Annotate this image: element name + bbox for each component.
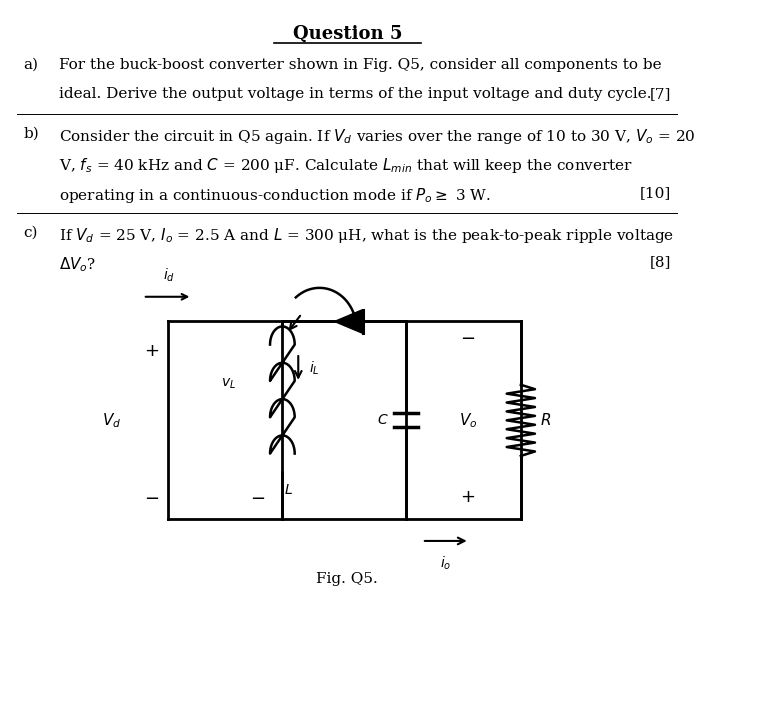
Text: $C$: $C$ [377, 413, 388, 428]
Text: $v_L$: $v_L$ [221, 377, 236, 391]
Text: $R$: $R$ [540, 412, 552, 428]
Text: $-$: $-$ [144, 489, 159, 507]
Text: $-$: $-$ [250, 489, 265, 507]
Text: Fig. Q5.: Fig. Q5. [316, 571, 378, 586]
Text: $+$: $+$ [460, 489, 476, 507]
Text: Consider the circuit in Q5 again. If $V_d$ varies over the range of 10 to 30 V, : Consider the circuit in Q5 again. If $V_… [59, 127, 695, 146]
Text: operating in a continuous-conduction mode if $P_o \geq$ 3 W.: operating in a continuous-conduction mod… [59, 186, 491, 205]
Text: $+$: $+$ [144, 342, 159, 360]
Text: $-$: $-$ [460, 328, 476, 346]
Text: $\Delta V_o$?: $\Delta V_o$? [59, 256, 96, 274]
Text: [10]: [10] [639, 186, 671, 200]
Text: $i_L$: $i_L$ [309, 359, 319, 377]
Text: [8]: [8] [650, 256, 671, 269]
Text: c): c) [23, 226, 38, 240]
Text: $V_d$: $V_d$ [103, 411, 122, 430]
Text: a): a) [23, 57, 39, 72]
Text: $i_o$: $i_o$ [440, 555, 451, 572]
Text: V, $f_s$ = 40 kHz and $C$ = 200 μF. Calculate $L_{min}$ that will keep the conve: V, $f_s$ = 40 kHz and $C$ = 200 μF. Calc… [59, 156, 633, 176]
Text: Question 5: Question 5 [292, 25, 402, 43]
Text: [7]: [7] [650, 87, 671, 101]
Text: $L$: $L$ [284, 483, 293, 497]
Text: $i_d$: $i_d$ [163, 266, 176, 284]
Text: ideal. Derive the output voltage in terms of the input voltage and duty cycle.: ideal. Derive the output voltage in term… [59, 87, 651, 101]
Text: If $V_d$ = 25 V, $I_o$ = 2.5 A and $L$ = 300 μH, what is the peak-to-peak ripple: If $V_d$ = 25 V, $I_o$ = 2.5 A and $L$ =… [59, 226, 674, 245]
Text: $V_o$: $V_o$ [458, 411, 477, 430]
Text: b): b) [23, 127, 40, 141]
Text: For the buck-boost converter shown in Fig. Q5, consider all components to be: For the buck-boost converter shown in Fi… [59, 57, 661, 72]
Polygon shape [334, 309, 363, 333]
